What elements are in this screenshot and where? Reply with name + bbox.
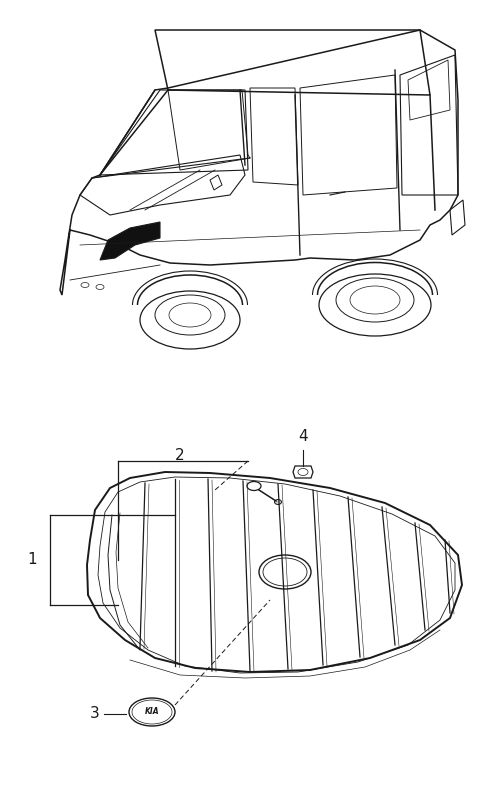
Text: 1: 1 bbox=[27, 553, 37, 567]
Ellipse shape bbox=[275, 500, 281, 504]
Text: KIA: KIA bbox=[144, 708, 159, 717]
Text: 3: 3 bbox=[90, 706, 100, 721]
Text: 2: 2 bbox=[175, 449, 185, 463]
Polygon shape bbox=[100, 222, 160, 260]
Text: 4: 4 bbox=[298, 429, 308, 444]
